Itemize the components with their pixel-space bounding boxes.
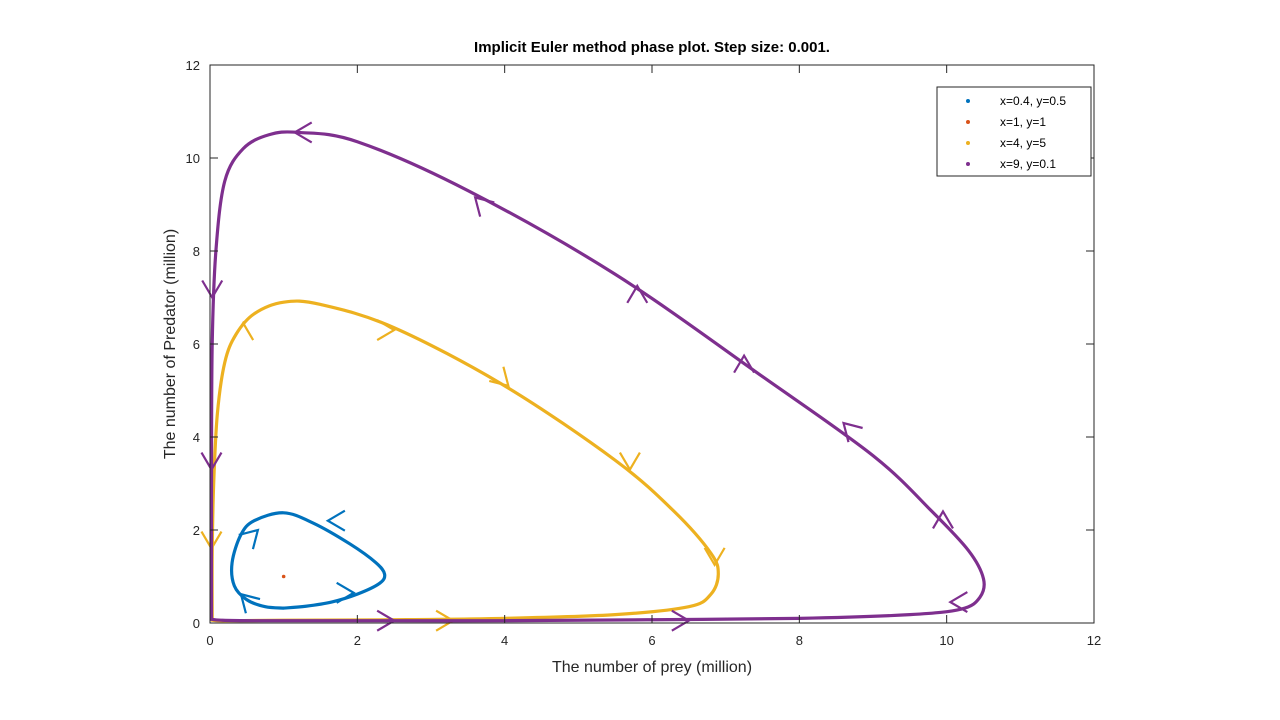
y-axis-label: The number of Predator (million)	[162, 229, 179, 459]
direction-arrow-icon	[618, 451, 641, 472]
chart-title: Implicit Euler method phase plot. Step s…	[474, 39, 830, 56]
direction-arrow-icon	[841, 421, 863, 443]
series-1	[230, 509, 387, 614]
direction-arrow-icon	[488, 366, 510, 388]
direction-arrow-icon	[473, 195, 495, 217]
axes-layer: 0 2 4 6 8 10 12 0 2 4 6 8 10 12	[186, 58, 1102, 648]
x-tick-label: 4	[501, 633, 508, 648]
trajectory-line	[230, 511, 387, 610]
direction-arrow-icon	[703, 547, 726, 568]
trajectory-line	[209, 130, 986, 623]
direction-arrow-icon	[626, 283, 649, 304]
x-tick-label: 2	[354, 633, 361, 648]
y-tick-label: 0	[193, 616, 200, 631]
direction-arrow-icon	[200, 451, 223, 472]
direction-arrow-icon	[336, 581, 356, 604]
legend-marker	[966, 141, 970, 145]
legend-marker	[966, 162, 970, 166]
y-tick-label: 6	[193, 337, 200, 352]
x-tick-label: 8	[796, 633, 803, 648]
legend-entry-label: x=4, y=5	[1000, 136, 1046, 150]
direction-arrow-icon	[376, 609, 397, 632]
direction-arrow-icon	[948, 591, 968, 614]
y-tick-label: 2	[193, 523, 200, 538]
legend-marker	[966, 99, 970, 103]
direction-arrow-icon	[671, 609, 692, 632]
legend-entry-label: x=1, y=1	[1000, 115, 1046, 129]
x-tick-label: 0	[206, 633, 213, 648]
y-tick-label: 8	[193, 244, 200, 259]
series-layer	[200, 121, 986, 632]
y-tick-label: 12	[186, 58, 200, 73]
direction-arrow-icon	[376, 319, 397, 341]
y-tick-label: 10	[186, 151, 200, 166]
direction-arrow-icon	[239, 592, 261, 614]
y-tick-label: 4	[193, 430, 200, 445]
legend-marker	[966, 120, 970, 124]
direction-arrow-icon	[292, 121, 313, 144]
x-tick-label: 12	[1087, 633, 1101, 648]
series-4	[200, 121, 986, 632]
legend-entry-label: x=9, y=0.1	[1000, 157, 1056, 171]
x-axis-label: The number of prey (million)	[552, 659, 752, 676]
direction-arrow-icon	[325, 509, 346, 532]
legend-entry-label: x=0.4, y=0.5	[1000, 94, 1066, 108]
direction-arrow-icon	[238, 528, 260, 550]
equilibrium-point	[281, 574, 286, 579]
legend-box	[936, 86, 1092, 177]
direction-arrow-icon	[932, 509, 954, 529]
series-2	[281, 574, 286, 579]
x-tick-label: 6	[648, 633, 655, 648]
direction-arrow-icon	[733, 353, 756, 374]
x-tick-label: 10	[939, 633, 953, 648]
direction-arrow-icon	[201, 279, 224, 300]
direction-arrow-icon	[232, 320, 255, 341]
legend: x=0.4, y=0.5 x=1, y=1 x=4, y=5 x=9, y=0.1	[936, 86, 1092, 177]
